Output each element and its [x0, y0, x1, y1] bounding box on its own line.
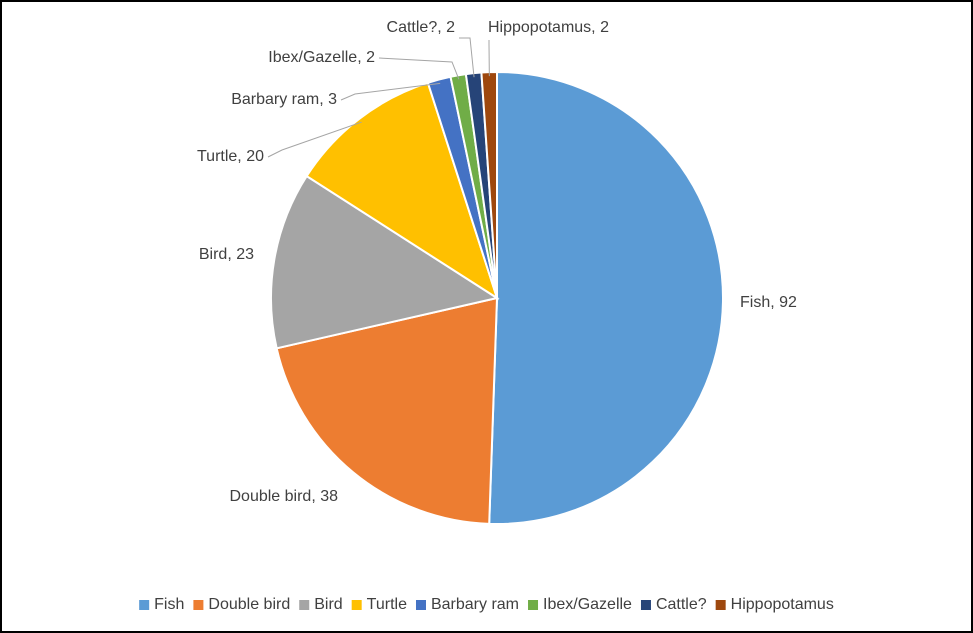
- legend-label: Barbary ram: [431, 596, 519, 613]
- data-label: Cattle?, 2: [387, 19, 456, 36]
- leader-line: [378, 57, 460, 80]
- data-label: Ibex/Gazelle, 2: [268, 49, 375, 66]
- legend-swatch: [528, 600, 539, 610]
- leader-line: [340, 82, 441, 101]
- legend-swatch: [193, 600, 204, 610]
- legend-label: Cattle?: [656, 596, 707, 613]
- leader-line: [459, 37, 475, 78]
- data-label: Hippopotamus, 2: [488, 19, 609, 36]
- leader-line: [267, 121, 362, 158]
- legend-swatch: [415, 600, 426, 610]
- legend-label: Bird: [314, 596, 342, 613]
- pie-slice: [270, 174, 500, 350]
- legend-label: Fish: [154, 596, 184, 613]
- data-label: Barbary ram, 3: [231, 91, 337, 108]
- pie-slice: [275, 296, 499, 525]
- legend-swatch: [351, 600, 362, 610]
- data-label: Bird, 23: [199, 246, 254, 263]
- data-label: Double bird, 38: [229, 488, 338, 505]
- data-label: Turtle, 20: [197, 148, 264, 165]
- legend-label: Ibex/Gazelle: [543, 596, 632, 613]
- legend-swatch: [640, 600, 651, 610]
- legend-label: Hippopotamus: [731, 596, 834, 613]
- legend-swatch: [715, 600, 726, 610]
- data-label: Fish, 92: [740, 294, 797, 311]
- legend-swatch: [299, 600, 310, 610]
- legend-label: Turtle: [367, 596, 407, 613]
- legend-label: Double bird: [208, 596, 290, 613]
- pie-slice: [488, 70, 724, 525]
- legend-swatch: [139, 600, 150, 610]
